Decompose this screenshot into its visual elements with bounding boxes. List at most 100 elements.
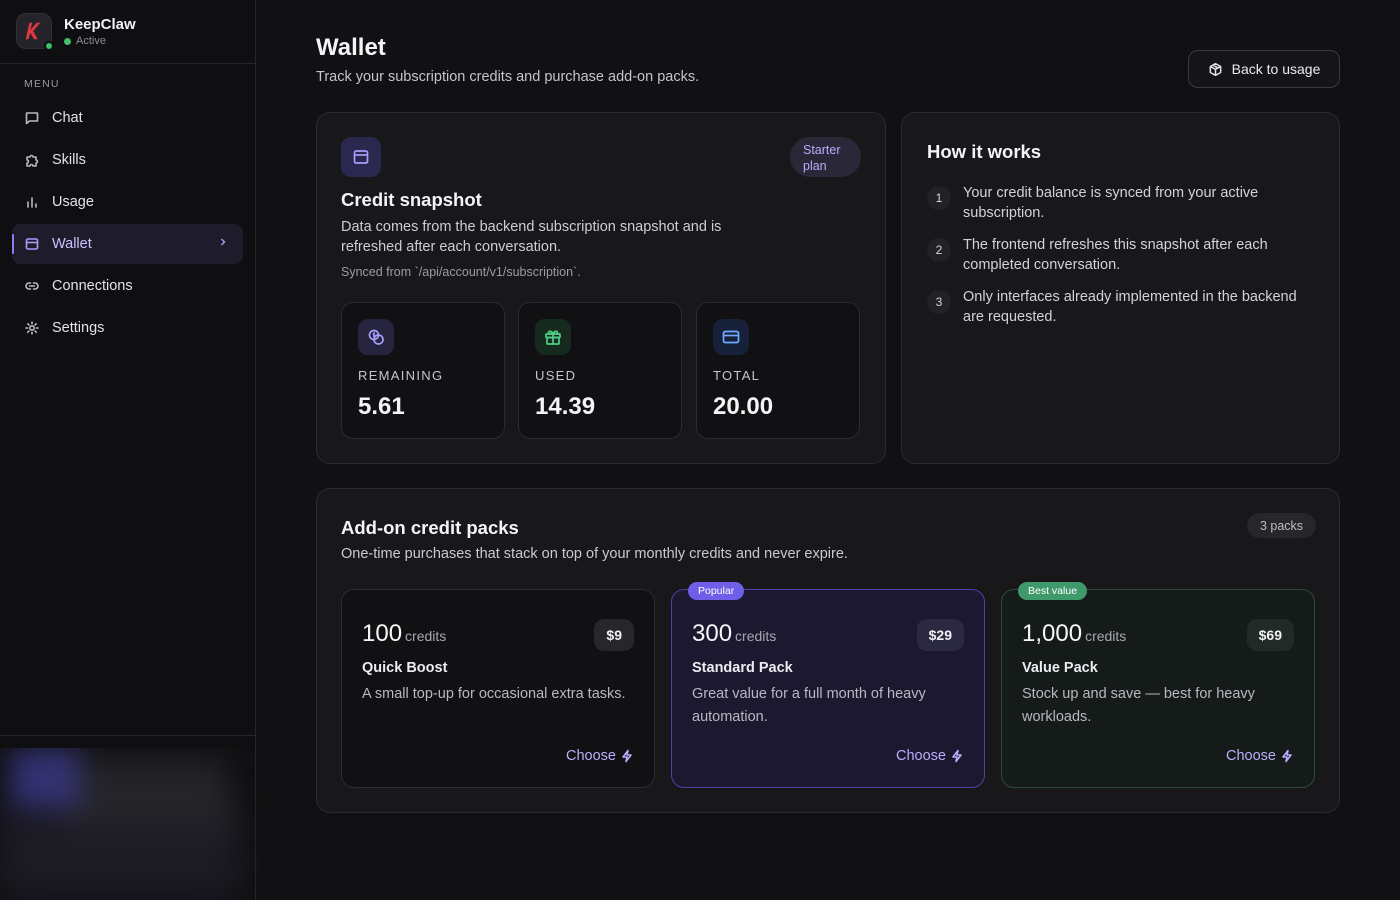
app-logo[interactable] bbox=[16, 13, 54, 51]
packs-count-badge: 3 packs bbox=[1247, 513, 1316, 538]
active-dot-icon bbox=[64, 37, 71, 45]
stat-card-used: USED 14.39 bbox=[518, 302, 682, 439]
status-dot bbox=[44, 41, 54, 51]
packs-title: Add-on credit packs bbox=[341, 517, 519, 538]
pack-credits-unit: credits bbox=[1085, 628, 1127, 644]
pack-description: Stock up and save — best for heavy workl… bbox=[1022, 686, 1255, 725]
step-text: The frontend refreshes this snapshot aft… bbox=[963, 237, 1268, 273]
how-it-works-title: How it works bbox=[927, 141, 1042, 162]
pack-card-standard[interactable]: Popular 300 credits $29 Standard Pack Gre… bbox=[671, 582, 985, 788]
sidebar-item-connections[interactable]: Connections bbox=[12, 266, 243, 306]
stat-label: REMAINING bbox=[358, 368, 444, 383]
credit-snapshot-panel: Starter plan Credit snapshot Data comes … bbox=[316, 112, 886, 464]
choose-label: Choose bbox=[896, 748, 946, 764]
step-text: Your credit balance is synced from your … bbox=[963, 185, 1259, 221]
puzzle-icon bbox=[26, 154, 39, 167]
chevron-right-icon bbox=[221, 238, 226, 246]
pack-price: $29 bbox=[916, 619, 964, 651]
pack-credits-amount: 100 bbox=[362, 620, 403, 647]
sidebar-item-label: Wallet bbox=[52, 236, 92, 252]
lightning-icon bbox=[622, 749, 632, 763]
gear-icon bbox=[25, 321, 39, 335]
synced-from-text: Synced from `/api/account/v1/subscriptio… bbox=[341, 265, 581, 279]
stat-value: 20.00 bbox=[713, 393, 774, 420]
lightning-icon bbox=[1282, 749, 1292, 763]
brand-header: KeepClaw Active bbox=[0, 0, 255, 64]
sidebar-item-chat[interactable]: Chat bbox=[12, 98, 243, 138]
snapshot-title: Credit snapshot bbox=[341, 189, 482, 210]
sidebar: KeepClaw Active MENU Chat Skills Usage bbox=[0, 0, 256, 900]
pack-name: Standard Pack bbox=[692, 660, 793, 676]
sidebar-item-wallet[interactable]: Wallet bbox=[12, 224, 243, 264]
coins-icon bbox=[358, 319, 394, 355]
box-icon bbox=[1209, 62, 1222, 76]
addon-packs-panel: Add-on credit packs One-time purchases t… bbox=[316, 488, 1340, 813]
stat-label: USED bbox=[535, 368, 577, 383]
pack-name: Value Pack bbox=[1022, 660, 1098, 676]
step-number: 3 bbox=[927, 290, 951, 314]
sidebar-item-label: Usage bbox=[52, 194, 94, 210]
gift-icon bbox=[535, 319, 571, 355]
sidebar-item-usage[interactable]: Usage bbox=[12, 182, 243, 222]
pack-credits: 100 credits bbox=[362, 620, 446, 648]
wallet-glyph-icon bbox=[353, 150, 369, 164]
pack-credits: 1,000 credits bbox=[1022, 620, 1126, 648]
pack-credits-amount: 300 bbox=[692, 620, 733, 647]
blur-layer bbox=[10, 748, 80, 808]
back-to-usage-label: Back to usage bbox=[1231, 61, 1321, 77]
choose-button[interactable]: Choose bbox=[1226, 748, 1294, 764]
best-value-tag: Best value bbox=[1018, 582, 1088, 600]
sidebar-item-skills[interactable]: Skills bbox=[12, 140, 243, 180]
plan-badge: Starter plan bbox=[790, 137, 861, 177]
lightning-icon bbox=[952, 749, 962, 763]
popular-tag: Popular bbox=[688, 582, 745, 600]
gift-glyph-icon bbox=[545, 330, 561, 345]
blurred-user-card[interactable] bbox=[0, 748, 260, 900]
sidebar-item-label: Chat bbox=[52, 110, 83, 126]
app-status: Active bbox=[64, 35, 106, 47]
choose-label: Choose bbox=[566, 748, 616, 764]
pack-description: Great value for a full month of heavy au… bbox=[692, 686, 926, 725]
choose-button[interactable]: Choose bbox=[566, 748, 634, 764]
menu-label: MENU bbox=[24, 78, 60, 90]
step-number: 1 bbox=[927, 186, 951, 210]
snapshot-description: Data comes from the backend subscription… bbox=[341, 219, 722, 255]
stat-value: 14.39 bbox=[535, 393, 596, 420]
app-status-label: Active bbox=[76, 35, 106, 47]
stat-card-total: TOTAL 20.00 bbox=[696, 302, 860, 439]
pack-price: $69 bbox=[1246, 619, 1294, 651]
credit-card-glyph-icon bbox=[722, 330, 740, 344]
step-text: Only interfaces already implemented in t… bbox=[963, 289, 1297, 325]
sidebar-divider bbox=[0, 735, 255, 736]
pack-price: $9 bbox=[594, 619, 634, 651]
pack-credits-amount: 1,000 bbox=[1022, 620, 1083, 647]
bar-chart-icon bbox=[27, 197, 37, 208]
sidebar-item-label: Settings bbox=[52, 320, 105, 336]
wallet-icon bbox=[341, 137, 381, 177]
pack-card-value[interactable]: Best value 1,000 credits $69 Value Pack S… bbox=[1001, 582, 1315, 788]
stat-label: TOTAL bbox=[713, 368, 761, 383]
pack-name: Quick Boost bbox=[362, 660, 448, 676]
credit-card-icon bbox=[713, 319, 749, 355]
how-it-works-panel: How it works 1 Your credit balance is sy… bbox=[901, 112, 1340, 464]
choose-label: Choose bbox=[1226, 748, 1276, 764]
blur-layer bbox=[60, 758, 230, 828]
sidebar-nav: Chat Skills Usage Wallet Connections bbox=[12, 98, 243, 350]
choose-button[interactable]: Choose bbox=[896, 748, 964, 764]
step-number: 2 bbox=[927, 238, 951, 262]
sidebar-item-settings[interactable]: Settings bbox=[12, 308, 243, 348]
stat-value: 5.61 bbox=[358, 393, 405, 420]
pack-credits-unit: credits bbox=[735, 628, 777, 644]
page-title: Wallet bbox=[316, 34, 386, 61]
sidebar-item-label: Connections bbox=[52, 278, 133, 294]
pack-card-quick-boost[interactable]: 100 credits $9 Quick Boost A small top-up… bbox=[341, 589, 655, 788]
stat-card-remaining: REMAINING 5.61 bbox=[341, 302, 505, 439]
back-to-usage-button[interactable]: Back to usage bbox=[1188, 50, 1340, 88]
coins-glyph-icon bbox=[368, 329, 384, 345]
pack-credits-unit: credits bbox=[405, 628, 447, 644]
chat-icon bbox=[25, 112, 39, 125]
claw-logo-icon bbox=[25, 22, 41, 40]
link-icon bbox=[25, 282, 39, 290]
pack-credits: 300 credits bbox=[692, 620, 776, 648]
